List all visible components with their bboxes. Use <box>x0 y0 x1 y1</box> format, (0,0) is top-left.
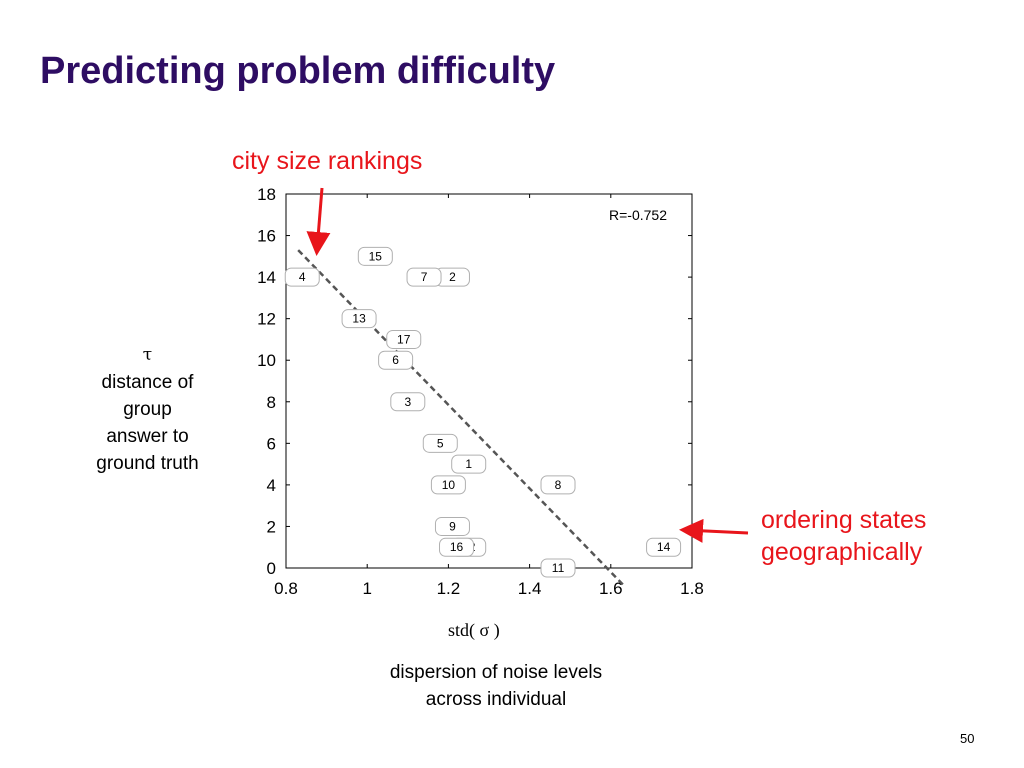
data-point-label: 16 <box>450 540 464 554</box>
x-tick-label: 1.8 <box>680 579 704 598</box>
y-tick-label: 18 <box>257 185 276 204</box>
data-point-label: 11 <box>552 561 565 575</box>
y-tick-label: 16 <box>257 227 276 246</box>
x-tick-label: 0.8 <box>274 579 298 598</box>
y-tick-label: 4 <box>267 476 276 495</box>
data-point-marker <box>341 309 377 329</box>
y-tick-label: 2 <box>267 517 276 536</box>
data-point-label: 10 <box>442 478 456 492</box>
data-point-marker <box>451 454 487 474</box>
x-tick-label: 1.2 <box>437 579 461 598</box>
data-point-3: 3 <box>390 392 426 412</box>
data-point-marker <box>540 475 576 495</box>
data-point-label: 17 <box>397 332 411 346</box>
y-tick-label: 6 <box>267 434 276 453</box>
data-point-9: 9 <box>434 516 470 536</box>
data-point-label: 15 <box>369 249 383 263</box>
data-point-11: 11 <box>540 558 576 578</box>
data-point-marker <box>406 267 442 287</box>
x-tick-label: 1.6 <box>599 579 623 598</box>
data-point-5: 5 <box>422 433 458 453</box>
x-axis-desc-line: dispersion of noise levels <box>389 662 603 683</box>
data-point-13: 13 <box>341 309 377 329</box>
data-point-marker <box>284 267 320 287</box>
arrow-right <box>679 518 749 543</box>
y-axis-label: τ distance of group answer to ground tru… <box>80 342 215 477</box>
data-points: 1234567891011121314151617 <box>284 246 682 578</box>
data-point-label: 2 <box>449 270 456 284</box>
x-axis-desc-line: across individual <box>425 689 567 710</box>
data-point-marker <box>386 329 422 349</box>
data-point-1: 1 <box>451 454 487 474</box>
y-tick-label: 10 <box>257 351 276 370</box>
data-point-6: 6 <box>378 350 414 370</box>
plot-frame <box>285 193 693 569</box>
x-axis-label: dispersion of noise levels across indivi… <box>346 659 646 713</box>
y-axis-symbol: τ <box>142 345 153 365</box>
data-point-marker <box>646 537 682 557</box>
data-point-label: 6 <box>392 353 399 367</box>
annotation-city-size-rankings: city size rankings <box>232 147 423 175</box>
y-tick-label: 0 <box>267 559 276 578</box>
data-point-label: 13 <box>352 312 366 326</box>
slide-title: Predicting problem difficulty <box>40 50 556 92</box>
data-point-16: 16 <box>439 537 475 557</box>
x-tick-label: 1.4 <box>518 579 542 598</box>
data-point-7: 7 <box>406 267 442 287</box>
x-tick-label: 1 <box>362 579 371 598</box>
tick-marks <box>285 193 693 569</box>
data-point-8: 8 <box>540 475 576 495</box>
y-axis-desc-line: answer to <box>106 426 189 447</box>
data-point-marker <box>430 475 466 495</box>
arrow-top <box>306 187 331 256</box>
data-point-label: 3 <box>404 395 411 409</box>
annotation-ordering-states: ordering states geographically <box>761 504 926 568</box>
data-point-label: 7 <box>421 270 428 284</box>
y-tick-label: 12 <box>257 310 276 329</box>
y-axis-desc-line: group <box>123 399 172 420</box>
annotation-line-1: ordering states <box>761 506 927 534</box>
data-point-label: 8 <box>555 478 562 492</box>
data-point-marker <box>434 516 470 536</box>
y-axis-desc-line: ground truth <box>96 453 199 474</box>
page-number: 50 <box>960 731 975 746</box>
data-point-label: 1 <box>465 457 472 471</box>
data-point-10: 10 <box>430 475 466 495</box>
data-point-14: 14 <box>646 537 682 557</box>
y-tick-label: 8 <box>267 393 276 412</box>
data-point-label: 5 <box>437 436 444 450</box>
regression-line <box>297 249 624 586</box>
x-axis-symbol: std( σ ) <box>448 620 500 640</box>
data-point-marker <box>378 350 414 370</box>
data-point-marker <box>540 558 576 578</box>
annotation-line-2: geographically <box>761 538 923 566</box>
y-axis-desc-line: distance of <box>101 372 194 393</box>
data-point-label: 9 <box>449 519 456 533</box>
data-point-15: 15 <box>357 246 393 266</box>
data-point-marker <box>439 537 475 557</box>
data-point-marker <box>422 433 458 453</box>
data-point-label: 14 <box>657 540 671 554</box>
data-point-marker <box>390 392 426 412</box>
x-tick-labels: 0.8 1 1.2 1.4 1.6 1.8 <box>274 579 704 598</box>
y-tick-label: 14 <box>257 268 276 287</box>
data-point-marker <box>357 246 393 266</box>
y-tick-labels: 0 2 4 6 8 10 12 14 16 18 <box>257 185 276 578</box>
correlation-label: R=-0.752 <box>609 207 667 223</box>
data-point-4: 4 <box>284 267 320 287</box>
data-point-17: 17 <box>386 329 422 349</box>
data-point-label: 4 <box>299 270 306 284</box>
